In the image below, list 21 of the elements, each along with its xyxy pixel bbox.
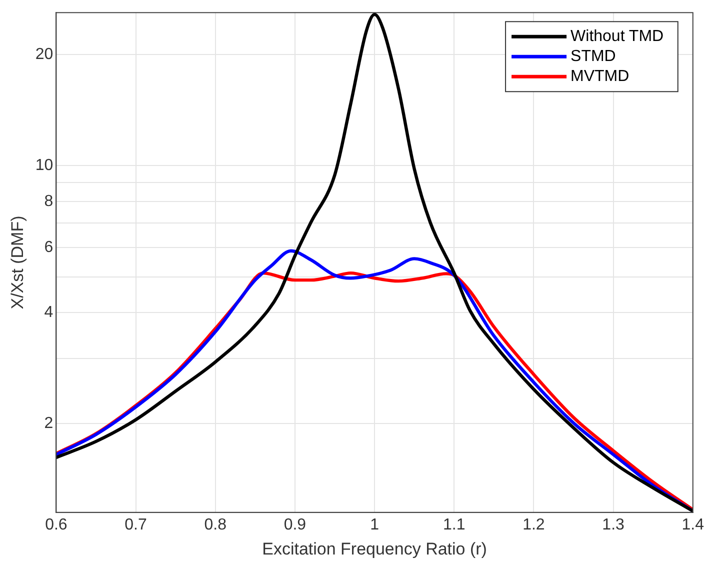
x-tick-label: 1 [370,516,380,534]
y-tick-label: 8 [44,192,54,210]
y-tick-label: 6 [44,239,54,256]
x-tick-label: 0.6 [45,516,68,534]
legend-label: MVTMD [570,68,630,86]
y-axis-title: X/Xst (DMF) [8,216,27,310]
x-tick-label: 1.3 [602,516,625,534]
x-tick-label: 0.7 [124,516,147,534]
y-tick-label: 20 [35,46,54,64]
x-tick-label: 0.8 [204,516,227,534]
x-axis-title: Excitation Frequency Ratio (r) [262,539,487,558]
y-tick-label: 10 [35,157,54,174]
legend-label: STMD [570,48,616,66]
x-tick-label: 1.2 [522,516,545,534]
line-series [56,12,693,512]
legend-label: Without TMD [570,28,664,46]
x-tick-label: 1.1 [443,516,466,534]
x-tick-label: 0.9 [284,516,306,534]
y-tick-label: 4 [44,304,54,322]
y-tick-label: 2 [44,415,54,432]
x-tick-label: 1.4 [682,516,704,534]
